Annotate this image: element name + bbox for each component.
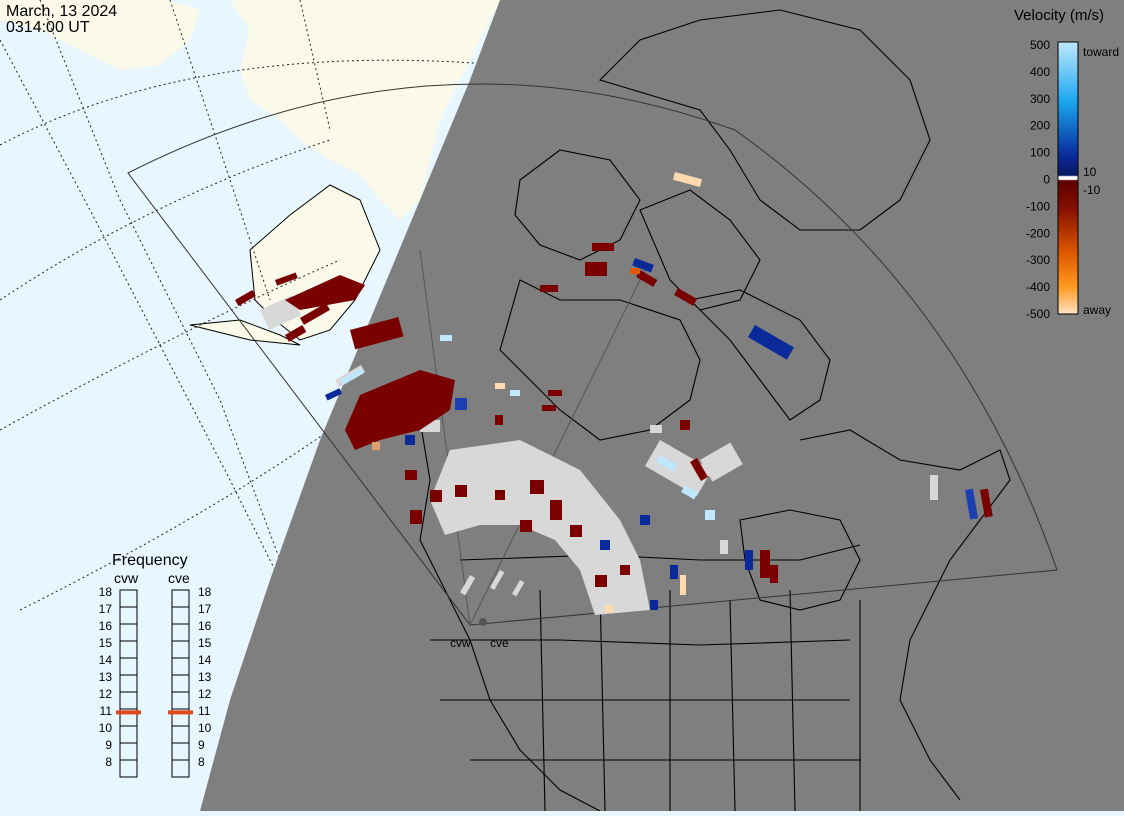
frequency-tick-cvw: 12 <box>99 687 113 701</box>
velocity-legend: Velocity (m/s) 500 400 300 200 100 0 -100 -200 -… <box>1014 7 1119 321</box>
frequency-tick-cve: 11 <box>198 704 211 718</box>
night-region <box>200 0 1124 811</box>
land-aleutians <box>189 319 301 346</box>
legend-tick: 300 <box>1030 92 1050 106</box>
frequency-tick-cve: 17 <box>198 602 212 616</box>
legend-tick: 100 <box>1030 146 1050 160</box>
legend-tick: 0 <box>1043 173 1050 187</box>
fov-outline <box>127 83 1058 626</box>
legend-tick: 200 <box>1030 119 1050 133</box>
frequency-tick-cve: 12 <box>198 687 212 701</box>
frequency-cell-cvw <box>119 759 138 778</box>
velocity-toward <box>324 258 979 610</box>
frequency-label-cvw: cvw <box>114 570 139 586</box>
frequency-tick-cvw: 17 <box>99 602 113 616</box>
frequency-tick-cvw: 8 <box>105 755 112 769</box>
frequency-title: Frequency <box>112 552 188 569</box>
map-time: 0314:00 UT <box>6 19 90 36</box>
radar-label-cve: cve <box>490 636 509 650</box>
frequency-marker-cvw <box>116 710 141 715</box>
frequency-tick-cvw: 9 <box>105 738 112 752</box>
frequency-marker-cve <box>168 710 193 715</box>
frequency-tick-cve: 15 <box>198 636 212 650</box>
frequency-tick-cvw: 18 <box>99 585 113 599</box>
frequency-tick-cve: 8 <box>198 755 205 769</box>
frequency-tick-cve: 9 <box>198 738 205 752</box>
map-date: March, 13 2024 <box>6 3 117 20</box>
frequency-tick-cvw: 10 <box>99 721 113 735</box>
frequency-label-cve: cve <box>168 570 190 586</box>
land-day <box>0 0 500 220</box>
legend-tick: 400 <box>1030 65 1050 79</box>
legend-tick: 500 <box>1030 38 1050 52</box>
frequency-panel: Frequency cvw cve 1817161514131211109818… <box>99 552 212 778</box>
graticule <box>0 0 501 621</box>
radar-label-cvw: cvw <box>450 636 471 650</box>
frequency-tick-cvw: 13 <box>99 670 113 684</box>
legend-tick: -100 <box>1026 199 1050 213</box>
frequency-tick-cve: 14 <box>198 653 212 667</box>
legend-tick: -500 <box>1026 307 1050 321</box>
radar-site-marker <box>479 618 487 626</box>
legend-tick: -400 <box>1026 280 1050 294</box>
frequency-columns: 18 17 16 15 14 13 12 11 10 9 8 18 17 16 15 14 13 12 11 10 9 8 <box>99 585 212 778</box>
legend-tick: -300 <box>1026 253 1050 267</box>
legend-colorbar <box>1057 41 1079 315</box>
frequency-tick-cve: 10 <box>198 721 212 735</box>
legend-away-label: away <box>1083 303 1111 317</box>
frequency-tick-cve: 16 <box>198 619 212 633</box>
radar-sites: cvw cve <box>450 618 509 650</box>
velocity-away-fast <box>372 172 703 613</box>
legend-ticks: 500 400 300 200 100 0 -100 -200 -300 -400 -500 <box>1026 38 1050 321</box>
legend-toward-label: toward <box>1083 45 1119 59</box>
frequency-tick-cve: 13 <box>198 670 212 684</box>
frequency-tick-cvw: 15 <box>99 636 113 650</box>
frequency-tick-cvw: 16 <box>99 619 113 633</box>
velocity-away <box>235 243 993 587</box>
frequency-tick-cvw: 14 <box>99 653 113 667</box>
legend-label-minus10: -10 <box>1083 183 1101 197</box>
legend-tick: -200 <box>1026 226 1050 240</box>
frequency-tick-cve: 18 <box>198 585 212 599</box>
frequency-cell-cve <box>171 759 190 778</box>
legend-label-plus10: 10 <box>1083 165 1097 179</box>
frequency-tick-cvw: 11 <box>100 704 113 718</box>
coastlines <box>419 9 1011 812</box>
legend-title: Velocity (m/s) <box>1014 7 1104 24</box>
